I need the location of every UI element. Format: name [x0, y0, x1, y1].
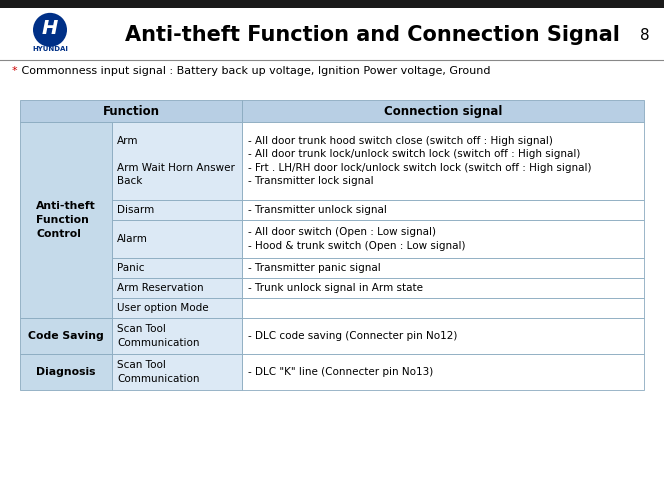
Text: - Transmitter unlock signal: - Transmitter unlock signal: [248, 205, 387, 215]
Text: Diagnosis: Diagnosis: [37, 367, 96, 377]
Text: Panic: Panic: [117, 263, 145, 273]
Bar: [112, 298, 242, 318]
Bar: [242, 298, 644, 318]
Bar: [0, 8, 664, 60]
Bar: [242, 220, 644, 258]
Bar: [20, 122, 112, 318]
Text: - All door trunk hood switch close (switch off : High signal)
- All door trunk l: - All door trunk hood switch close (swit…: [248, 135, 592, 186]
Text: Scan Tool
Communication: Scan Tool Communication: [117, 324, 199, 348]
Text: Disarm: Disarm: [117, 205, 154, 215]
Bar: [0, 0, 664, 8]
Text: Connection signal: Connection signal: [384, 105, 502, 118]
Text: - Transmitter panic signal: - Transmitter panic signal: [248, 263, 380, 273]
Text: - DLC "K" line (Connecter pin No13): - DLC "K" line (Connecter pin No13): [248, 367, 433, 377]
Text: Arm

Arm Wait Horn Answer
Back: Arm Arm Wait Horn Answer Back: [117, 135, 235, 186]
Text: - DLC code saving (Connecter pin No12): - DLC code saving (Connecter pin No12): [248, 331, 457, 341]
Bar: [242, 278, 644, 298]
Circle shape: [33, 13, 67, 47]
Bar: [112, 220, 242, 258]
Text: H: H: [42, 19, 58, 38]
Text: 8: 8: [640, 27, 650, 42]
Text: Code Saving: Code Saving: [28, 331, 104, 341]
Bar: [112, 122, 242, 200]
Text: - All door switch (Open : Low signal)
- Hood & trunk switch (Open : Low signal): - All door switch (Open : Low signal) - …: [248, 227, 465, 251]
Text: *: *: [12, 66, 18, 76]
Bar: [20, 318, 112, 354]
Bar: [112, 258, 242, 278]
Bar: [112, 200, 242, 220]
Text: - Trunk unlock signal in Arm state: - Trunk unlock signal in Arm state: [248, 283, 423, 293]
Text: Alarm: Alarm: [117, 234, 148, 244]
Text: Scan Tool
Communication: Scan Tool Communication: [117, 360, 199, 384]
Bar: [112, 318, 242, 354]
Text: Function: Function: [102, 105, 159, 118]
Bar: [20, 354, 112, 390]
Bar: [242, 200, 644, 220]
Bar: [242, 100, 644, 122]
Text: Commonness input signal : Battery back up voltage, Ignition Power voltage, Groun: Commonness input signal : Battery back u…: [18, 66, 491, 76]
Bar: [20, 100, 242, 122]
Text: Anti-theft Function and Connection Signal: Anti-theft Function and Connection Signa…: [125, 25, 620, 45]
Bar: [242, 258, 644, 278]
Text: Anti-theft
Function
Control: Anti-theft Function Control: [36, 201, 96, 239]
Bar: [242, 318, 644, 354]
Text: Arm Reservation: Arm Reservation: [117, 283, 204, 293]
Bar: [242, 122, 644, 200]
Text: User option Mode: User option Mode: [117, 303, 208, 313]
Bar: [112, 354, 242, 390]
Bar: [242, 354, 644, 390]
Bar: [112, 278, 242, 298]
Text: HYUNDAI: HYUNDAI: [32, 46, 68, 52]
